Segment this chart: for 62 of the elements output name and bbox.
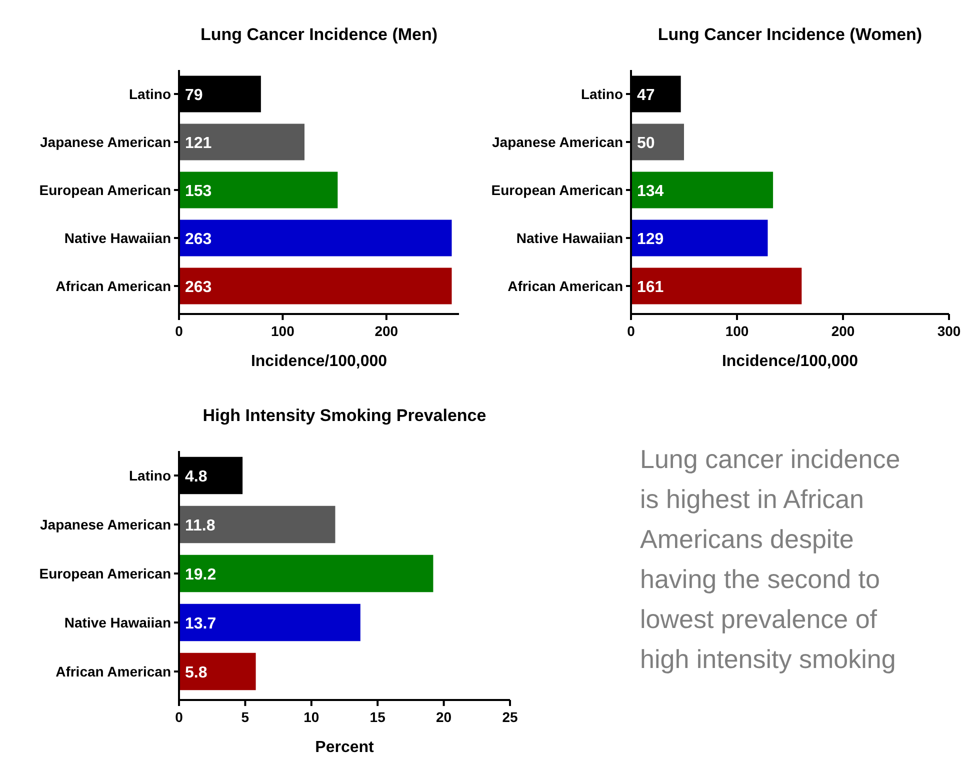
y-tick-label: European American bbox=[39, 182, 171, 198]
x-tick-label: 300 bbox=[937, 323, 961, 339]
x-tick-label: 25 bbox=[502, 709, 518, 725]
y-tick-label: Japanese American bbox=[40, 134, 171, 150]
bar bbox=[179, 554, 434, 592]
x-tick-label: 20 bbox=[436, 709, 452, 725]
bar bbox=[631, 220, 768, 256]
y-tick-label: Native Hawaiian bbox=[516, 230, 623, 246]
y-tick-label: European American bbox=[39, 566, 171, 582]
data-label: 11.8 bbox=[185, 518, 216, 534]
x-tick-label: 0 bbox=[627, 323, 636, 339]
data-label: 134 bbox=[637, 183, 664, 200]
data-label: 129 bbox=[637, 231, 664, 248]
bar bbox=[179, 506, 336, 544]
bar bbox=[179, 220, 452, 256]
y-tick-label: African American bbox=[508, 278, 623, 294]
x-tick-label: 200 bbox=[831, 323, 855, 339]
data-label: 47 bbox=[637, 87, 655, 104]
y-tick-label: Japanese American bbox=[492, 134, 623, 150]
y-tick-label: Native Hawaiian bbox=[64, 230, 171, 246]
bar bbox=[631, 172, 774, 208]
x-tick-label: 200 bbox=[374, 323, 398, 339]
data-label: 263 bbox=[185, 231, 212, 248]
x-tick-label: 15 bbox=[370, 709, 386, 725]
y-tick-label: African American bbox=[56, 278, 171, 294]
data-label: 19.2 bbox=[185, 566, 216, 584]
text: Lung cancer incidence is highest in African Americans despite having the second to lowest prevalence of high intensity smoking bbox=[640, 444, 900, 674]
data-label: 50 bbox=[637, 135, 655, 152]
data-label: 263 bbox=[185, 279, 212, 296]
y-tick-label: Japanese American bbox=[40, 516, 171, 532]
bar bbox=[631, 124, 684, 160]
y-tick-label: Latino bbox=[129, 86, 171, 102]
chart-title: Lung Cancer Incidence (Men) bbox=[200, 25, 438, 44]
data-label: 161 bbox=[637, 279, 664, 296]
data-label: 13.7 bbox=[185, 616, 216, 632]
x-tick-label: 0 bbox=[175, 323, 184, 339]
chart-title: High Intensity Smoking Prevalence bbox=[202, 406, 486, 425]
x-axis-title: Percent bbox=[315, 739, 375, 756]
y-tick-label: Latino bbox=[581, 86, 623, 102]
x-tick-label: 10 bbox=[304, 709, 320, 725]
bar bbox=[631, 268, 802, 304]
x-axis-title: Incidence/100,000 bbox=[722, 353, 858, 370]
chart-title: Lung Cancer Incidence (Women) bbox=[658, 25, 922, 44]
bar bbox=[179, 268, 452, 304]
bar bbox=[179, 652, 256, 690]
bar bbox=[179, 172, 338, 208]
x-tick-label: 100 bbox=[271, 323, 295, 339]
data-label: 121 bbox=[185, 135, 212, 152]
bar bbox=[179, 124, 304, 160]
data-label: 153 bbox=[185, 183, 212, 200]
x-axis-title: Incidence/100,000 bbox=[250, 353, 388, 370]
y-tick-label: European American bbox=[491, 182, 623, 198]
x-tick-label: 100 bbox=[725, 323, 749, 339]
data-label: 4.8 bbox=[185, 468, 208, 486]
data-label: 5.8 bbox=[185, 664, 208, 682]
y-tick-label: African American bbox=[56, 664, 171, 680]
y-tick-label: Latino bbox=[129, 468, 171, 484]
y-tick-label: Native Hawaiian bbox=[64, 614, 171, 630]
bar bbox=[179, 604, 360, 642]
data-label: 79 bbox=[185, 87, 203, 104]
x-tick-label: 5 bbox=[241, 709, 250, 725]
x-tick-label: 0 bbox=[175, 709, 184, 725]
